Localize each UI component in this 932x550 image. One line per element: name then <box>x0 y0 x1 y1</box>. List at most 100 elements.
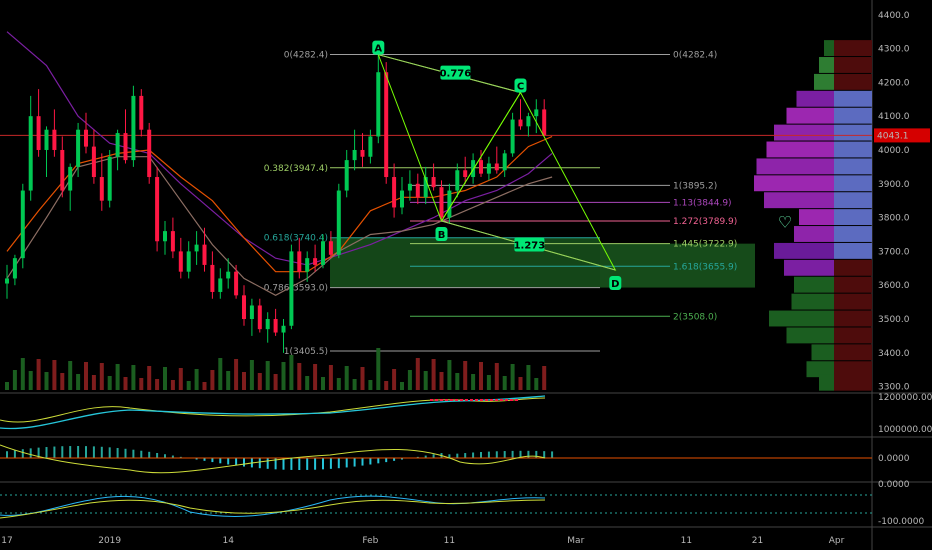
volume-profile <box>754 40 872 391</box>
indicator-tick-label: 0.0000 <box>878 480 910 490</box>
volume-bar <box>265 361 270 390</box>
volume-bar <box>68 361 73 390</box>
volume-profile-bar <box>819 374 834 391</box>
volume-bar <box>210 370 215 390</box>
candle-body <box>234 271 239 296</box>
volume-profile-bar <box>764 192 834 209</box>
volume-bar <box>407 370 412 390</box>
volume-bar <box>123 377 128 390</box>
volume-bar <box>526 365 531 390</box>
volume-bar <box>115 364 120 390</box>
volume-profile-bar <box>834 73 872 90</box>
volume-bar <box>163 367 167 390</box>
price-axis[interactable]: 4400.0 4300.0 4200.0 4100.0 4000.0 3900.0 3800… <box>874 11 930 393</box>
candle-body <box>115 133 120 157</box>
volume-profile-bar <box>834 141 872 158</box>
volume-bar <box>439 372 444 390</box>
pattern-ratio-box <box>514 237 545 252</box>
volume-bar <box>471 374 476 390</box>
ma-long <box>6 31 553 266</box>
volume-profile-bar <box>791 293 834 310</box>
volume-profile-bar <box>799 209 834 226</box>
volume-bar <box>542 366 547 390</box>
fib-level-label: 0.618(3740.4) <box>264 234 328 244</box>
candle-body <box>242 295 246 320</box>
candle-body <box>202 244 207 265</box>
volume-profile-bar <box>794 276 834 293</box>
date-tick-label: 21 <box>752 536 763 546</box>
volume-bar <box>218 358 223 390</box>
fib-level-label: 1(3405.5) <box>284 347 328 357</box>
date-axis[interactable]: 17201914Feb11Mar1121Apr15May13 <box>1 536 932 546</box>
candle-body <box>257 305 262 330</box>
abcd-pattern[interactable]: A B C D 0.776 1.273 ♡ <box>372 40 792 290</box>
volume-bar <box>60 373 65 390</box>
candle-body <box>479 160 483 174</box>
volume-bar <box>534 378 539 390</box>
volume-bar <box>455 373 460 390</box>
fib-lines: 0(4282.4) 0.382(3947.4) 0.618(3740.4) 0.786… <box>0 51 872 357</box>
indicator-tick-label: -100.0000 <box>878 517 924 527</box>
candle-body <box>321 241 325 265</box>
fib-level-label: 1(3895.2) <box>673 181 717 191</box>
last-price-label: 4043.1 <box>877 131 909 141</box>
pattern-ratio-box <box>440 65 471 80</box>
fib-level-label: 1.445(3722.9) <box>673 240 737 250</box>
candle-body <box>36 116 41 150</box>
candle-body <box>44 129 49 150</box>
volume-profile-bar <box>834 242 872 259</box>
candle-body <box>352 149 357 161</box>
date-tick-label: Mar <box>567 536 584 546</box>
volume-profile-bar <box>774 242 834 259</box>
candle-body <box>305 258 310 272</box>
volume-bar <box>431 359 436 390</box>
volume-bar <box>52 360 57 390</box>
candle-body <box>76 129 81 167</box>
fib-zone <box>600 243 755 288</box>
volume-profile-bar <box>824 40 834 57</box>
candle-body <box>486 163 491 174</box>
candle-body <box>423 177 428 198</box>
volume-profile-bar <box>834 327 872 344</box>
date-tick-label: Feb <box>362 536 378 546</box>
volume-bar <box>360 367 365 390</box>
volume-profile-bar <box>834 175 872 192</box>
indicator-panels[interactable]: 1200000.000 1000000.000 0.0000 0.0000 -100.0… <box>0 393 932 527</box>
candle-body <box>494 163 499 171</box>
price-tick-label: 3900.0 <box>878 180 910 190</box>
volume-bar <box>249 360 254 390</box>
candle-body <box>107 156 112 201</box>
volume-bar <box>273 374 278 390</box>
fib-level-label: 0(4282.4) <box>284 51 328 61</box>
volume-bar <box>170 380 175 390</box>
indicator-tick-label: 1200000.000 <box>878 393 932 403</box>
candles[interactable] <box>5 54 547 353</box>
volume-bar <box>502 376 507 390</box>
volume-bar <box>131 365 136 390</box>
volume-bar <box>486 375 491 390</box>
volume-bars <box>5 348 547 390</box>
volume-profile-bar <box>834 124 872 141</box>
volume-bar <box>289 355 294 390</box>
candle-body <box>194 244 199 252</box>
pattern-point-marker <box>372 40 385 55</box>
date-tick-label: Apr <box>829 536 845 546</box>
volume-bar <box>328 365 333 390</box>
date-tick-label: 11 <box>681 536 692 546</box>
volume-bar <box>400 382 404 390</box>
candle-body <box>289 251 294 326</box>
pattern-point-marker <box>435 226 448 241</box>
volume-profile-bar <box>756 158 834 175</box>
fib-level-label: 0.382(3947.4) <box>264 164 328 174</box>
candle-body <box>12 258 17 279</box>
price-tick-label: 3800.0 <box>878 214 910 224</box>
volume-bar <box>91 375 96 390</box>
candle-body <box>502 153 507 171</box>
volume-bar <box>44 372 49 390</box>
candle-body <box>123 133 128 161</box>
candle-body <box>52 129 57 150</box>
price-tick-label: 4400.0 <box>878 11 910 21</box>
candle-body <box>68 166 73 191</box>
